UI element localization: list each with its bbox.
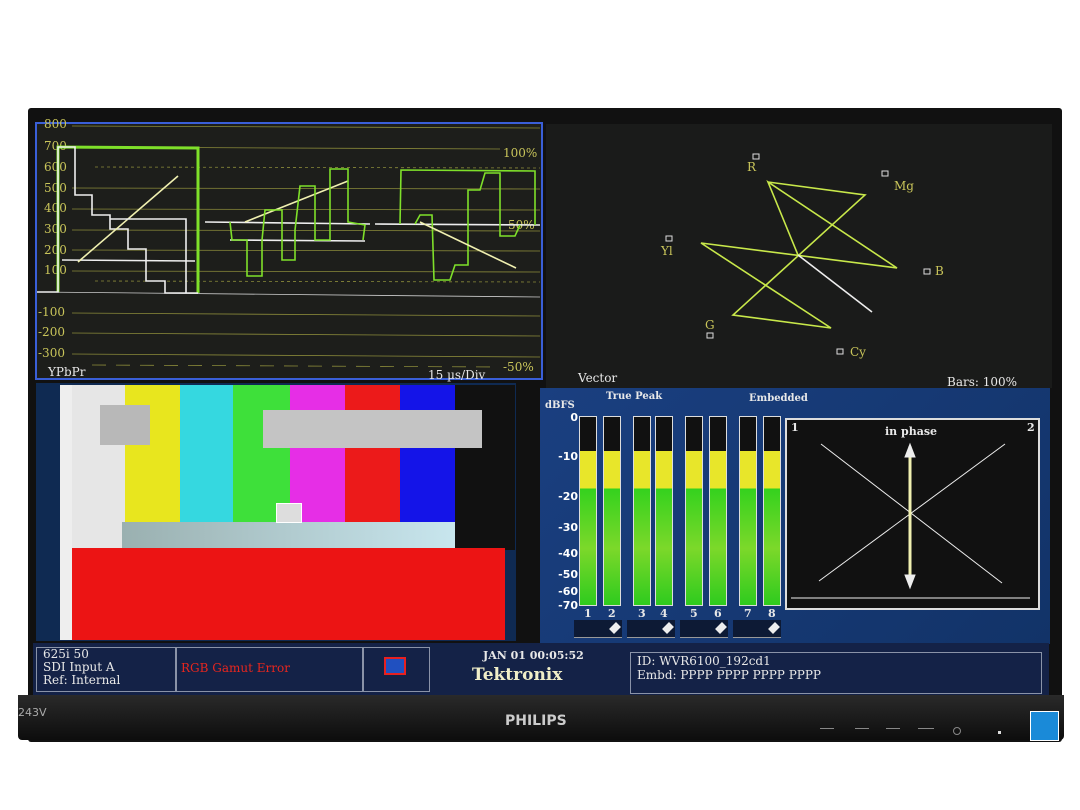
meter-5	[685, 416, 703, 606]
waveform-traces	[37, 145, 541, 294]
phase-right-label: 2	[1027, 421, 1035, 434]
gamut-alarm-icon	[384, 657, 406, 675]
balance-slider[interactable]	[627, 620, 675, 638]
channel-label: 6	[714, 607, 722, 620]
meter-2	[603, 416, 621, 606]
pct-label: 100%	[503, 146, 538, 160]
tektronix-logo: Tektronix	[472, 665, 563, 685]
channel-label: 7	[744, 607, 752, 620]
menu-button[interactable]	[820, 728, 834, 735]
channel-label: 2	[608, 607, 616, 620]
graticule	[36, 125, 541, 368]
philips-logo: PHILIPS	[505, 713, 567, 729]
y-tick: 600	[44, 160, 67, 174]
scale-label: 0	[570, 411, 578, 424]
embedded-label: Embedded	[749, 393, 808, 404]
scale-label: -50	[558, 568, 578, 581]
meter-6	[709, 416, 727, 606]
balance-slider[interactable]	[574, 620, 622, 638]
meter-4	[655, 416, 673, 606]
phase-left-label: 1	[791, 421, 799, 434]
picture-panel[interactable]	[36, 383, 516, 641]
vector-trace	[700, 179, 898, 329]
y-tick: 400	[44, 201, 67, 215]
phase-title: in phase	[885, 425, 938, 438]
y-tick: -300	[38, 346, 65, 360]
scale-label: -60	[558, 585, 578, 598]
target-cy: Cy	[850, 345, 866, 359]
meter-8	[763, 416, 781, 606]
y-tick: 700	[44, 139, 67, 153]
vector-title: Vector	[578, 371, 618, 385]
y-tick: -200	[38, 325, 65, 339]
target-r: R	[747, 160, 757, 174]
y-tick: 800	[44, 117, 67, 131]
balance-slider[interactable]	[733, 620, 781, 638]
format-text: 625i 50	[43, 647, 89, 661]
model-label: 243V	[18, 706, 47, 719]
y-tick: 300	[44, 222, 67, 236]
channel-label: 8	[768, 607, 776, 620]
power-button[interactable]	[953, 727, 961, 735]
dbfs-label: dBFS	[545, 400, 575, 411]
datetime-text: JAN 01 00:05:52	[483, 649, 584, 662]
status-bar	[33, 643, 1049, 695]
meter-1	[579, 416, 597, 606]
monitor-bottom-bezel	[18, 695, 1064, 740]
bars-label: Bars: 100%	[947, 375, 1018, 389]
vector-target-boxes	[665, 153, 931, 355]
scale-label: -10	[558, 450, 578, 463]
target-b: B	[935, 264, 944, 278]
mode-label: YPbPr	[48, 365, 86, 379]
phase-lines	[791, 442, 1030, 599]
pct-label: -50%	[503, 360, 534, 374]
channel-label: 3	[638, 607, 646, 620]
input-text: SDI Input A	[43, 660, 115, 674]
volume-button[interactable]	[886, 728, 900, 735]
channel-label: 4	[660, 607, 668, 620]
target-yl: Yl	[661, 244, 673, 258]
scale-label: -20	[558, 490, 578, 503]
y-tick: -100	[38, 305, 65, 319]
channel-label: 5	[690, 607, 698, 620]
embd-text: Embd: PPPP PPPP PPPP PPPP	[637, 668, 821, 682]
id-box	[630, 652, 1042, 694]
scale-label: -30	[558, 521, 578, 534]
power-led	[998, 731, 1001, 734]
y-tick: 100	[44, 263, 67, 277]
y-tick: 200	[44, 243, 67, 257]
crosshair-icon	[276, 503, 302, 523]
energy-star-icon	[1030, 711, 1059, 741]
meter-3	[633, 416, 651, 606]
red-area	[72, 548, 505, 640]
y-tick: 500	[44, 181, 67, 195]
error-text: RGB Gamut Error	[181, 661, 290, 675]
channel-label: 1	[584, 607, 592, 620]
alarm-box	[363, 647, 430, 692]
target-g: G	[705, 318, 715, 332]
target-mg: Mg	[894, 179, 914, 193]
meter-7	[739, 416, 757, 606]
ok-button[interactable]	[918, 728, 934, 735]
id-text: ID: WVR6100_192cd1	[637, 654, 771, 668]
input-box	[36, 647, 176, 692]
true-peak-label: True Peak	[606, 391, 663, 402]
error-box	[176, 647, 363, 692]
input-button[interactable]	[855, 728, 869, 735]
scale-label: -70	[558, 599, 578, 612]
balance-slider[interactable]	[680, 620, 728, 638]
ref-text: Ref: Internal	[43, 673, 121, 687]
scale-label: -40	[558, 547, 578, 560]
timebase-label: 15 µs/Div	[428, 368, 486, 382]
